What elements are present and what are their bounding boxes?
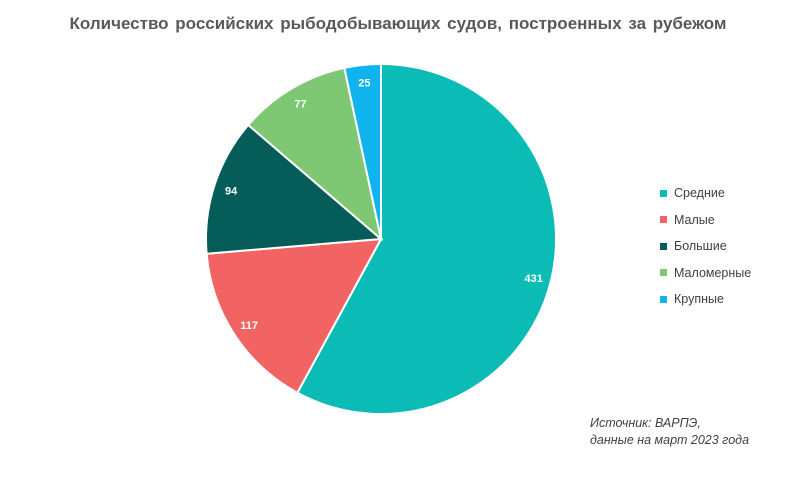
pie-slice-1 bbox=[296, 62, 557, 415]
source-line-2: данные на март 2023 года bbox=[590, 433, 750, 447]
chart-legend: Средние Малые Большие Маломерные Крупные bbox=[660, 180, 751, 313]
chart-title: Количество российских рыбодобывающих суд… bbox=[69, 14, 727, 33]
legend-item-4: Маломерные bbox=[660, 260, 751, 287]
data-label-5: 25 bbox=[358, 77, 370, 89]
legend-swatch bbox=[660, 189, 667, 197]
legend-label: Крупные bbox=[674, 292, 724, 307]
pie-slice-4 bbox=[246, 66, 383, 242]
data-label-2: 117 bbox=[240, 320, 258, 332]
pie-slice-3 bbox=[205, 123, 384, 255]
legend-label: Большие bbox=[674, 239, 727, 254]
legend-label: Малые bbox=[674, 212, 715, 227]
legend-swatch bbox=[660, 295, 667, 303]
data-label-3: 94 bbox=[225, 186, 238, 198]
legend-item-5: Крупные bbox=[660, 286, 751, 313]
source-line-1: Источник: ВАРПЭ, bbox=[590, 416, 701, 430]
data-label-1: 431 bbox=[524, 273, 542, 285]
legend-label: Средние bbox=[674, 186, 725, 201]
pie-data-labels: 431 117 94 77 25 bbox=[225, 77, 543, 332]
pie-slices bbox=[205, 62, 557, 415]
data-label-4: 77 bbox=[294, 99, 306, 111]
legend-item-3: Большие bbox=[660, 233, 751, 260]
legend-item-1: Средние bbox=[660, 180, 751, 207]
legend-item-2: Малые bbox=[660, 207, 751, 234]
legend-label: Маломерные bbox=[674, 265, 752, 280]
legend-swatch bbox=[660, 216, 667, 224]
pie-slice-2 bbox=[205, 237, 383, 395]
source-note: Источник: ВАРПЭ, данные на март 2023 год… bbox=[590, 415, 749, 449]
legend-swatch bbox=[660, 269, 667, 277]
legend-swatch bbox=[660, 242, 667, 250]
pie-slice-5 bbox=[343, 62, 382, 240]
